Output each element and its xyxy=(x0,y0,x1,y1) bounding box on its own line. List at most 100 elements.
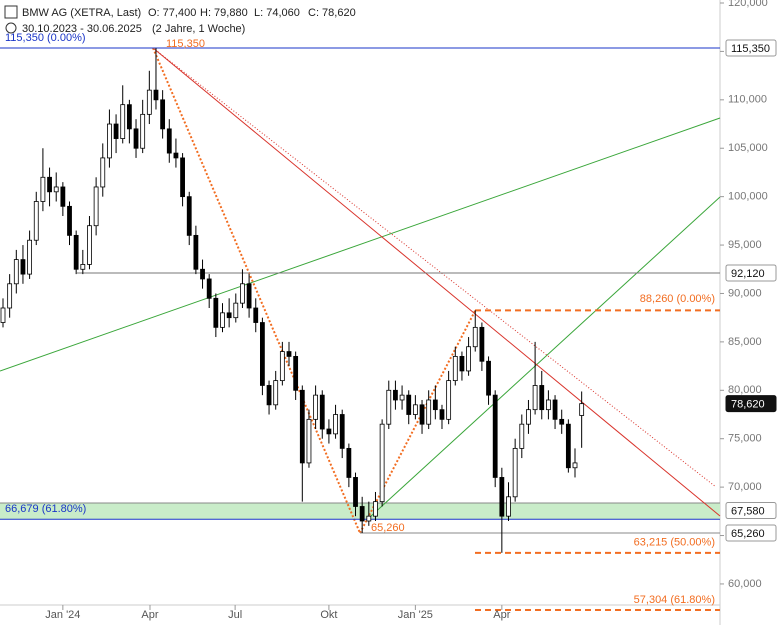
candle-body xyxy=(552,399,558,420)
price-tag-label: 67,580 xyxy=(731,505,765,517)
candle-body xyxy=(286,351,292,357)
candle-body xyxy=(80,264,86,270)
candle-body xyxy=(359,506,365,522)
candle-body xyxy=(319,394,325,430)
candle-body xyxy=(532,385,538,411)
candle-body xyxy=(326,428,332,435)
price-tag xyxy=(725,264,777,282)
candle-body xyxy=(519,423,525,449)
x-tick-label: Okt xyxy=(320,609,337,621)
candle-body xyxy=(466,346,471,372)
level-label: 65,260 xyxy=(371,522,405,534)
y-tick-label: 85,000 xyxy=(728,336,762,348)
candle-body xyxy=(499,477,505,517)
icon xyxy=(5,22,17,34)
candle-body xyxy=(273,380,279,406)
candle-body xyxy=(87,225,92,265)
fib-line xyxy=(359,310,476,534)
title: BMW AG (XETRA, Last) xyxy=(22,7,141,19)
candle-body xyxy=(486,360,491,396)
close: C: 78,620 xyxy=(308,7,356,19)
candle-body xyxy=(253,307,259,323)
candle-body xyxy=(506,496,511,517)
candle-body xyxy=(539,385,545,411)
candle-body xyxy=(366,515,372,522)
y-tick-label: 105,000 xyxy=(728,142,768,154)
candle-body xyxy=(579,403,585,416)
trend-line xyxy=(0,117,721,372)
candle-body xyxy=(100,157,106,188)
low: L: 74,060 xyxy=(254,7,300,19)
candle-body xyxy=(113,123,119,139)
candle-body xyxy=(206,278,212,299)
candle-body xyxy=(406,394,412,415)
candle-body xyxy=(186,196,192,236)
y-tick-label: 75,000 xyxy=(728,433,762,445)
level-label: 66,679 (61.80%) xyxy=(5,503,86,515)
y-tick-label: 60,000 xyxy=(728,578,762,590)
candle-body xyxy=(73,234,79,270)
candle-body xyxy=(299,389,305,464)
date-range: 30.10.2023 - 30.06.2025 xyxy=(22,23,142,35)
trend-line xyxy=(152,47,717,488)
candle-body xyxy=(120,104,126,139)
candle-body xyxy=(572,462,578,469)
candle-body xyxy=(452,356,458,382)
y-tick-label: 90,000 xyxy=(728,287,762,299)
candle-body xyxy=(133,128,139,149)
candle-body xyxy=(373,501,378,517)
level-label: 115,350 (0.00%) xyxy=(5,32,86,44)
candle-body xyxy=(153,89,159,101)
candle-body xyxy=(479,326,485,362)
candle-body xyxy=(60,186,66,207)
candle-body xyxy=(173,152,179,159)
candle-body xyxy=(107,123,112,159)
candle-body xyxy=(266,385,272,406)
level-label: 63,215 (50.00%) xyxy=(634,537,715,549)
candle-body xyxy=(93,186,99,227)
candle-body xyxy=(492,394,498,478)
candle-body xyxy=(399,394,405,401)
candle-body xyxy=(166,128,172,154)
candle-body xyxy=(346,447,352,478)
candle-body xyxy=(200,268,205,280)
candle-body xyxy=(213,297,219,328)
candle-body xyxy=(0,307,6,323)
candle-body xyxy=(386,389,392,425)
candle-body xyxy=(439,409,445,420)
candle-body xyxy=(446,380,452,420)
peak-label: 115,350 xyxy=(166,38,205,50)
price-tag-label: 115,350 xyxy=(731,43,770,55)
y-tick-label: 80,000 xyxy=(728,384,762,396)
trend-line xyxy=(369,196,721,518)
candle-body xyxy=(27,239,33,275)
candle-body xyxy=(546,399,551,411)
candle-body xyxy=(512,447,518,498)
y-tick-label: 100,000 xyxy=(728,191,768,203)
level-label: 88,260 (0.00%) xyxy=(640,293,715,305)
candle-body xyxy=(67,205,72,236)
candle-body xyxy=(146,89,152,115)
candle-body xyxy=(47,176,52,193)
open: O: 77,400 xyxy=(148,7,196,19)
price-tag-label: 78,620 xyxy=(731,399,765,411)
candle-body xyxy=(259,322,265,386)
candle-body xyxy=(559,418,565,425)
price-tag-label: 92,120 xyxy=(731,268,765,280)
candle-body xyxy=(379,423,385,503)
x-tick-label: Apr xyxy=(493,609,510,621)
y-tick-label: 110,000 xyxy=(728,94,767,106)
candle-body xyxy=(279,351,285,382)
x-tick-label: Jan '24 xyxy=(45,609,80,621)
candle-body xyxy=(180,157,185,198)
candle-body xyxy=(220,312,225,328)
candle-body xyxy=(526,409,531,425)
candle-body xyxy=(20,259,26,275)
x-tick-label: Apr xyxy=(141,609,158,621)
candle-body xyxy=(193,234,199,270)
price-tag xyxy=(725,39,777,57)
candle-body xyxy=(459,356,465,372)
candle-body xyxy=(313,394,319,420)
high: H: 79,880 xyxy=(200,7,248,19)
